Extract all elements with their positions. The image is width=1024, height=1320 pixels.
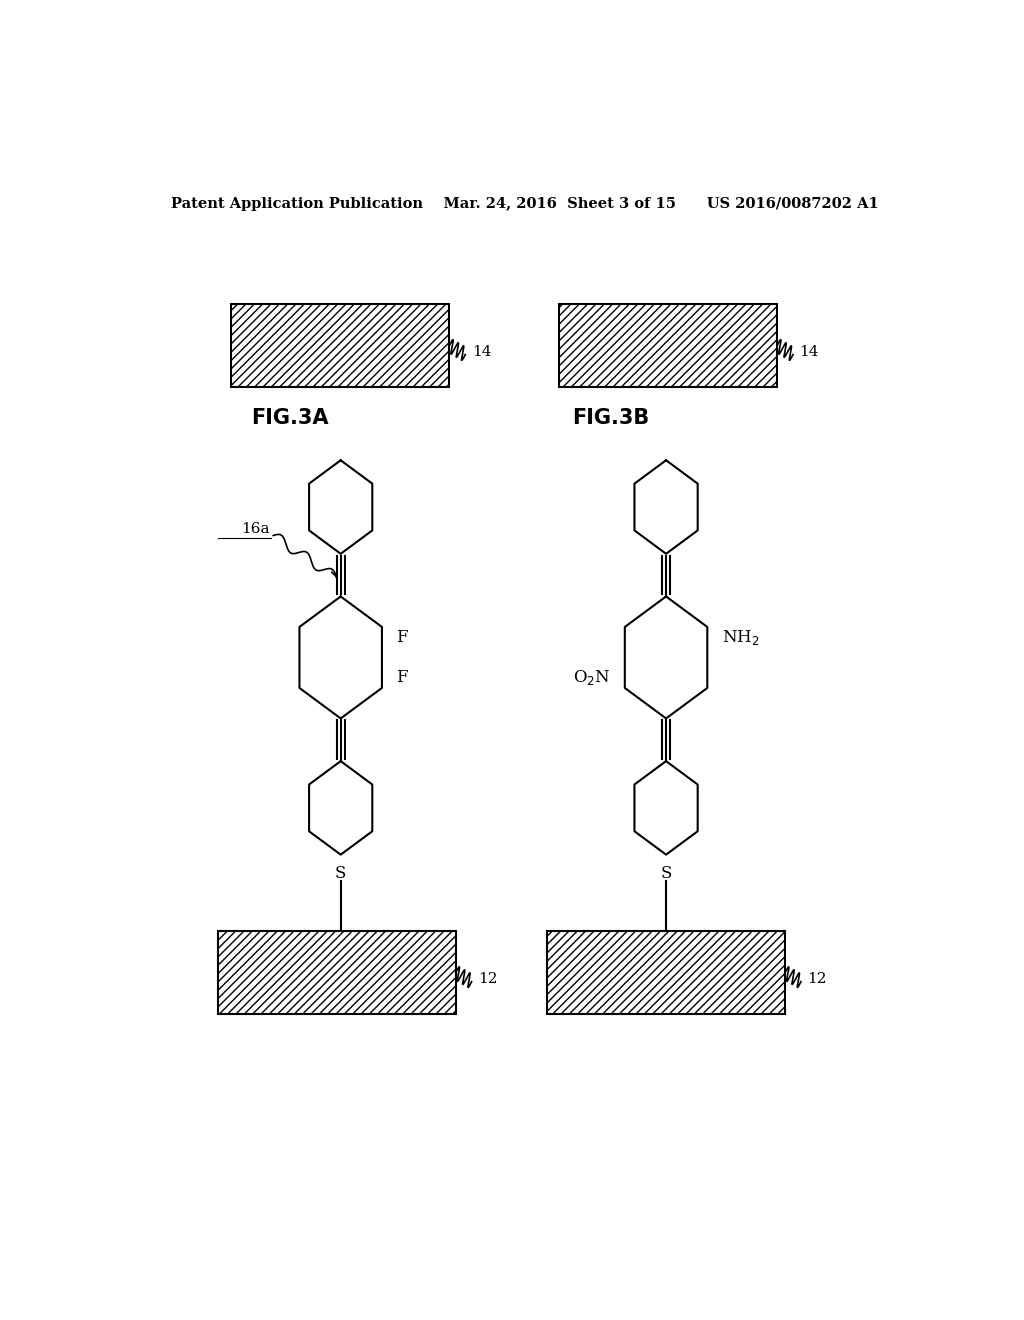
Text: S: S: [335, 865, 346, 882]
FancyBboxPatch shape: [231, 304, 450, 387]
Text: Patent Application Publication    Mar. 24, 2016  Sheet 3 of 15      US 2016/0087: Patent Application Publication Mar. 24, …: [171, 197, 879, 211]
Text: 12: 12: [807, 972, 826, 986]
Text: F: F: [396, 669, 408, 686]
Text: FIG.3B: FIG.3B: [572, 408, 649, 428]
Text: 14: 14: [800, 345, 819, 359]
Text: FIG.3A: FIG.3A: [251, 408, 329, 428]
Text: O$_2$N: O$_2$N: [572, 668, 610, 688]
Text: F: F: [396, 628, 408, 645]
Text: 16a: 16a: [241, 523, 269, 536]
Text: 14: 14: [472, 345, 492, 359]
FancyBboxPatch shape: [559, 304, 777, 387]
FancyBboxPatch shape: [547, 931, 785, 1014]
Text: NH$_2$: NH$_2$: [722, 627, 759, 647]
Text: 12: 12: [478, 972, 498, 986]
Text: S: S: [660, 865, 672, 882]
FancyBboxPatch shape: [218, 931, 456, 1014]
